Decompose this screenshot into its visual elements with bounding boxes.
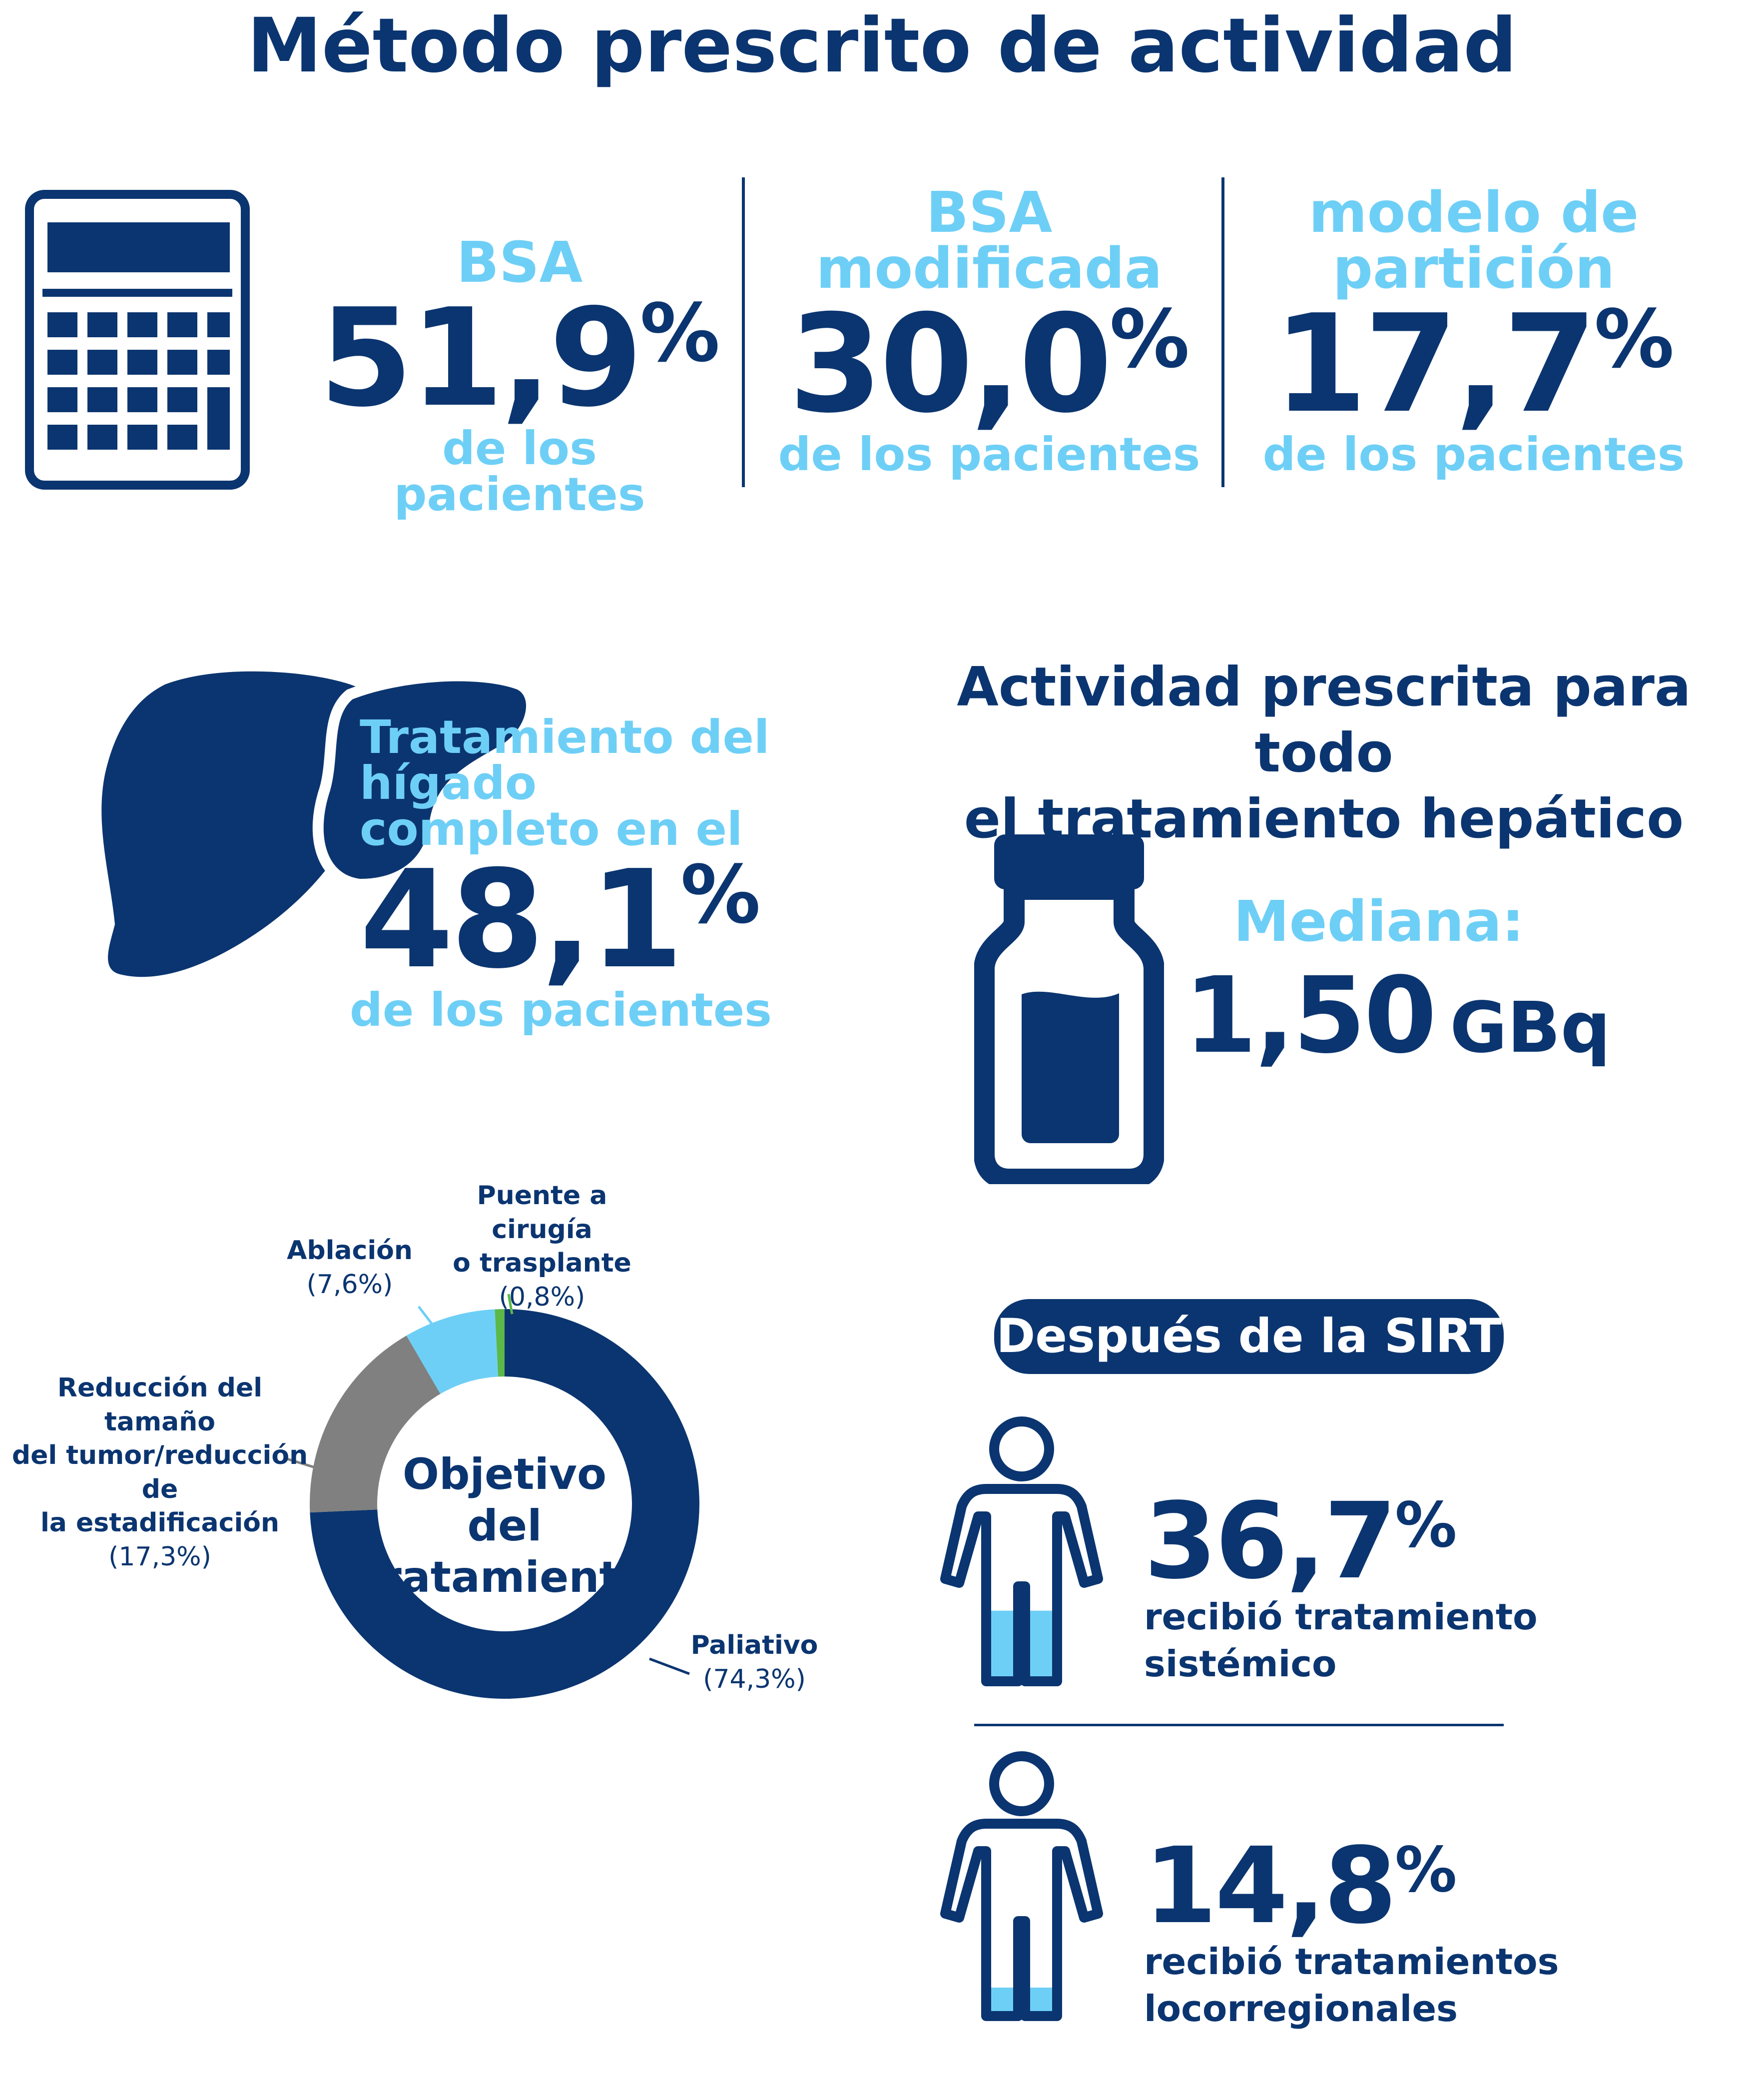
- page-title: Método prescrito de actividad: [247, 2, 1517, 89]
- method-value: 51,9%: [319, 279, 720, 437]
- leader-lines: [287, 1294, 690, 1675]
- treatment-objective-donut: [310, 1309, 699, 1699]
- vial-icon: [974, 834, 1164, 1184]
- method-name: modelo de: [1308, 180, 1639, 245]
- leader-line-ablation: [418, 1306, 441, 1335]
- outcome-value: 14,8%: [1144, 1825, 1457, 1947]
- whole-liver-label: Tratamiento del hígado completo en el: [360, 710, 770, 856]
- method-bsa: BSA 51,9% de los pacientes: [310, 235, 729, 518]
- person-icon: [940, 1751, 1103, 2021]
- donut-slice-palliative: [310, 1309, 699, 1699]
- outcome-divider: [974, 1724, 1504, 1726]
- method-modified-bsa: BSA modificada 30,0% de los pacientes: [769, 185, 1209, 478]
- outcome-description: recibió tratamientos locorregionales: [1144, 1941, 1559, 2030]
- leader-line-downstaging: [287, 1457, 320, 1470]
- outcome-description: recibió tratamiento sistémico: [1144, 1596, 1538, 1685]
- head-outline: [989, 1751, 1054, 1816]
- person-icon: [940, 1416, 1103, 1686]
- median-label: Mediana:: [1233, 889, 1524, 954]
- donut-slice-ablation: [406, 1309, 499, 1394]
- leader-line-bridge: [507, 1294, 514, 1315]
- body-outline: [940, 1819, 1103, 2021]
- body-outline: [940, 1484, 1103, 1686]
- outcome-value: 36,7%: [1144, 1480, 1457, 1602]
- outcome-locoregional: 14,8% recibió tratamientos locorregional…: [1144, 1834, 1719, 2032]
- method-value: 17,7%: [1273, 285, 1675, 443]
- after-sirt-pill: Después de la SIRT: [994, 1299, 1504, 1374]
- method-value: 30,0%: [788, 285, 1190, 443]
- leader-line-palliative: [649, 1657, 690, 1675]
- method-name: modificada: [816, 236, 1163, 301]
- method-partition-model: modelo de partición 17,7% de los pacient…: [1249, 185, 1699, 478]
- method-caption: de los pacientes: [394, 422, 645, 521]
- donut-slice-downstaging: [310, 1336, 441, 1513]
- donut-label-ablation: Ablación (7,6%): [287, 1236, 413, 1300]
- donut-label-palliative: Paliativo (74,3%): [690, 1630, 818, 1694]
- method-name: BSA: [456, 230, 583, 295]
- activity-title: Actividad prescrita para todo el tratami…: [957, 656, 1691, 850]
- donut-label-bridge: Puente a cirugía o trasplante (0,8%): [453, 1181, 631, 1312]
- outcome-systemic: 36,7% recibió tratamiento sistémico: [1144, 1489, 1719, 1687]
- method-caption: de los pacientes: [778, 428, 1200, 481]
- head-outline: [989, 1416, 1054, 1481]
- whole-liver-value: 48,1%: [360, 841, 761, 998]
- divider: [1221, 177, 1224, 487]
- donut-label-downstaging: Reducción del tamaño del tumor/reducción…: [11, 1373, 308, 1572]
- calculator-icon: [25, 190, 250, 490]
- whole-liver-stat: Tratamiento del hígado completo en el 48…: [350, 710, 909, 1033]
- donut-center-title: Objetivo del tratamiento: [360, 1449, 649, 1603]
- method-caption: de los pacientes: [1262, 428, 1685, 481]
- median-value: 1,50 GBq: [1184, 954, 1611, 1077]
- liver-icon: [101, 670, 537, 977]
- method-name: partición: [1332, 236, 1615, 301]
- donut-slice-bridge: [495, 1309, 505, 1377]
- whole-liver-caption: de los pacientes: [350, 983, 772, 1037]
- divider: [742, 177, 745, 487]
- method-name: BSA: [926, 180, 1053, 245]
